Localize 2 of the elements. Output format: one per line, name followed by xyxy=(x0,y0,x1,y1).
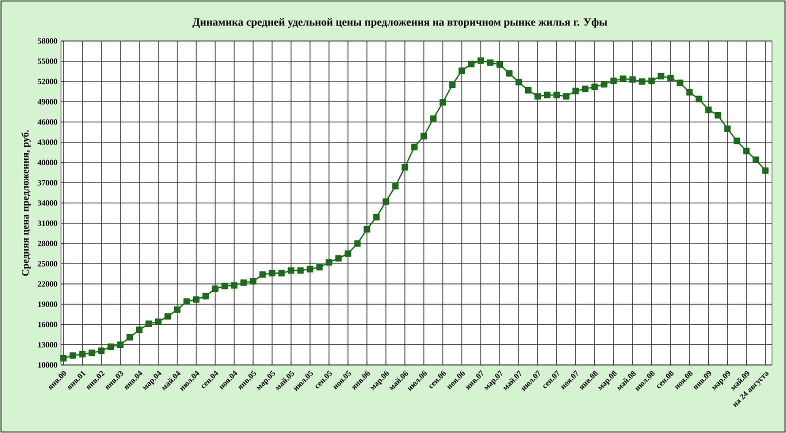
y-axis-title: Средняя цена предложения, руб. xyxy=(21,130,31,276)
chart-title: Динамика средней удельной цены предложения на вторичном рынке жилья г. Уфы xyxy=(192,18,608,28)
